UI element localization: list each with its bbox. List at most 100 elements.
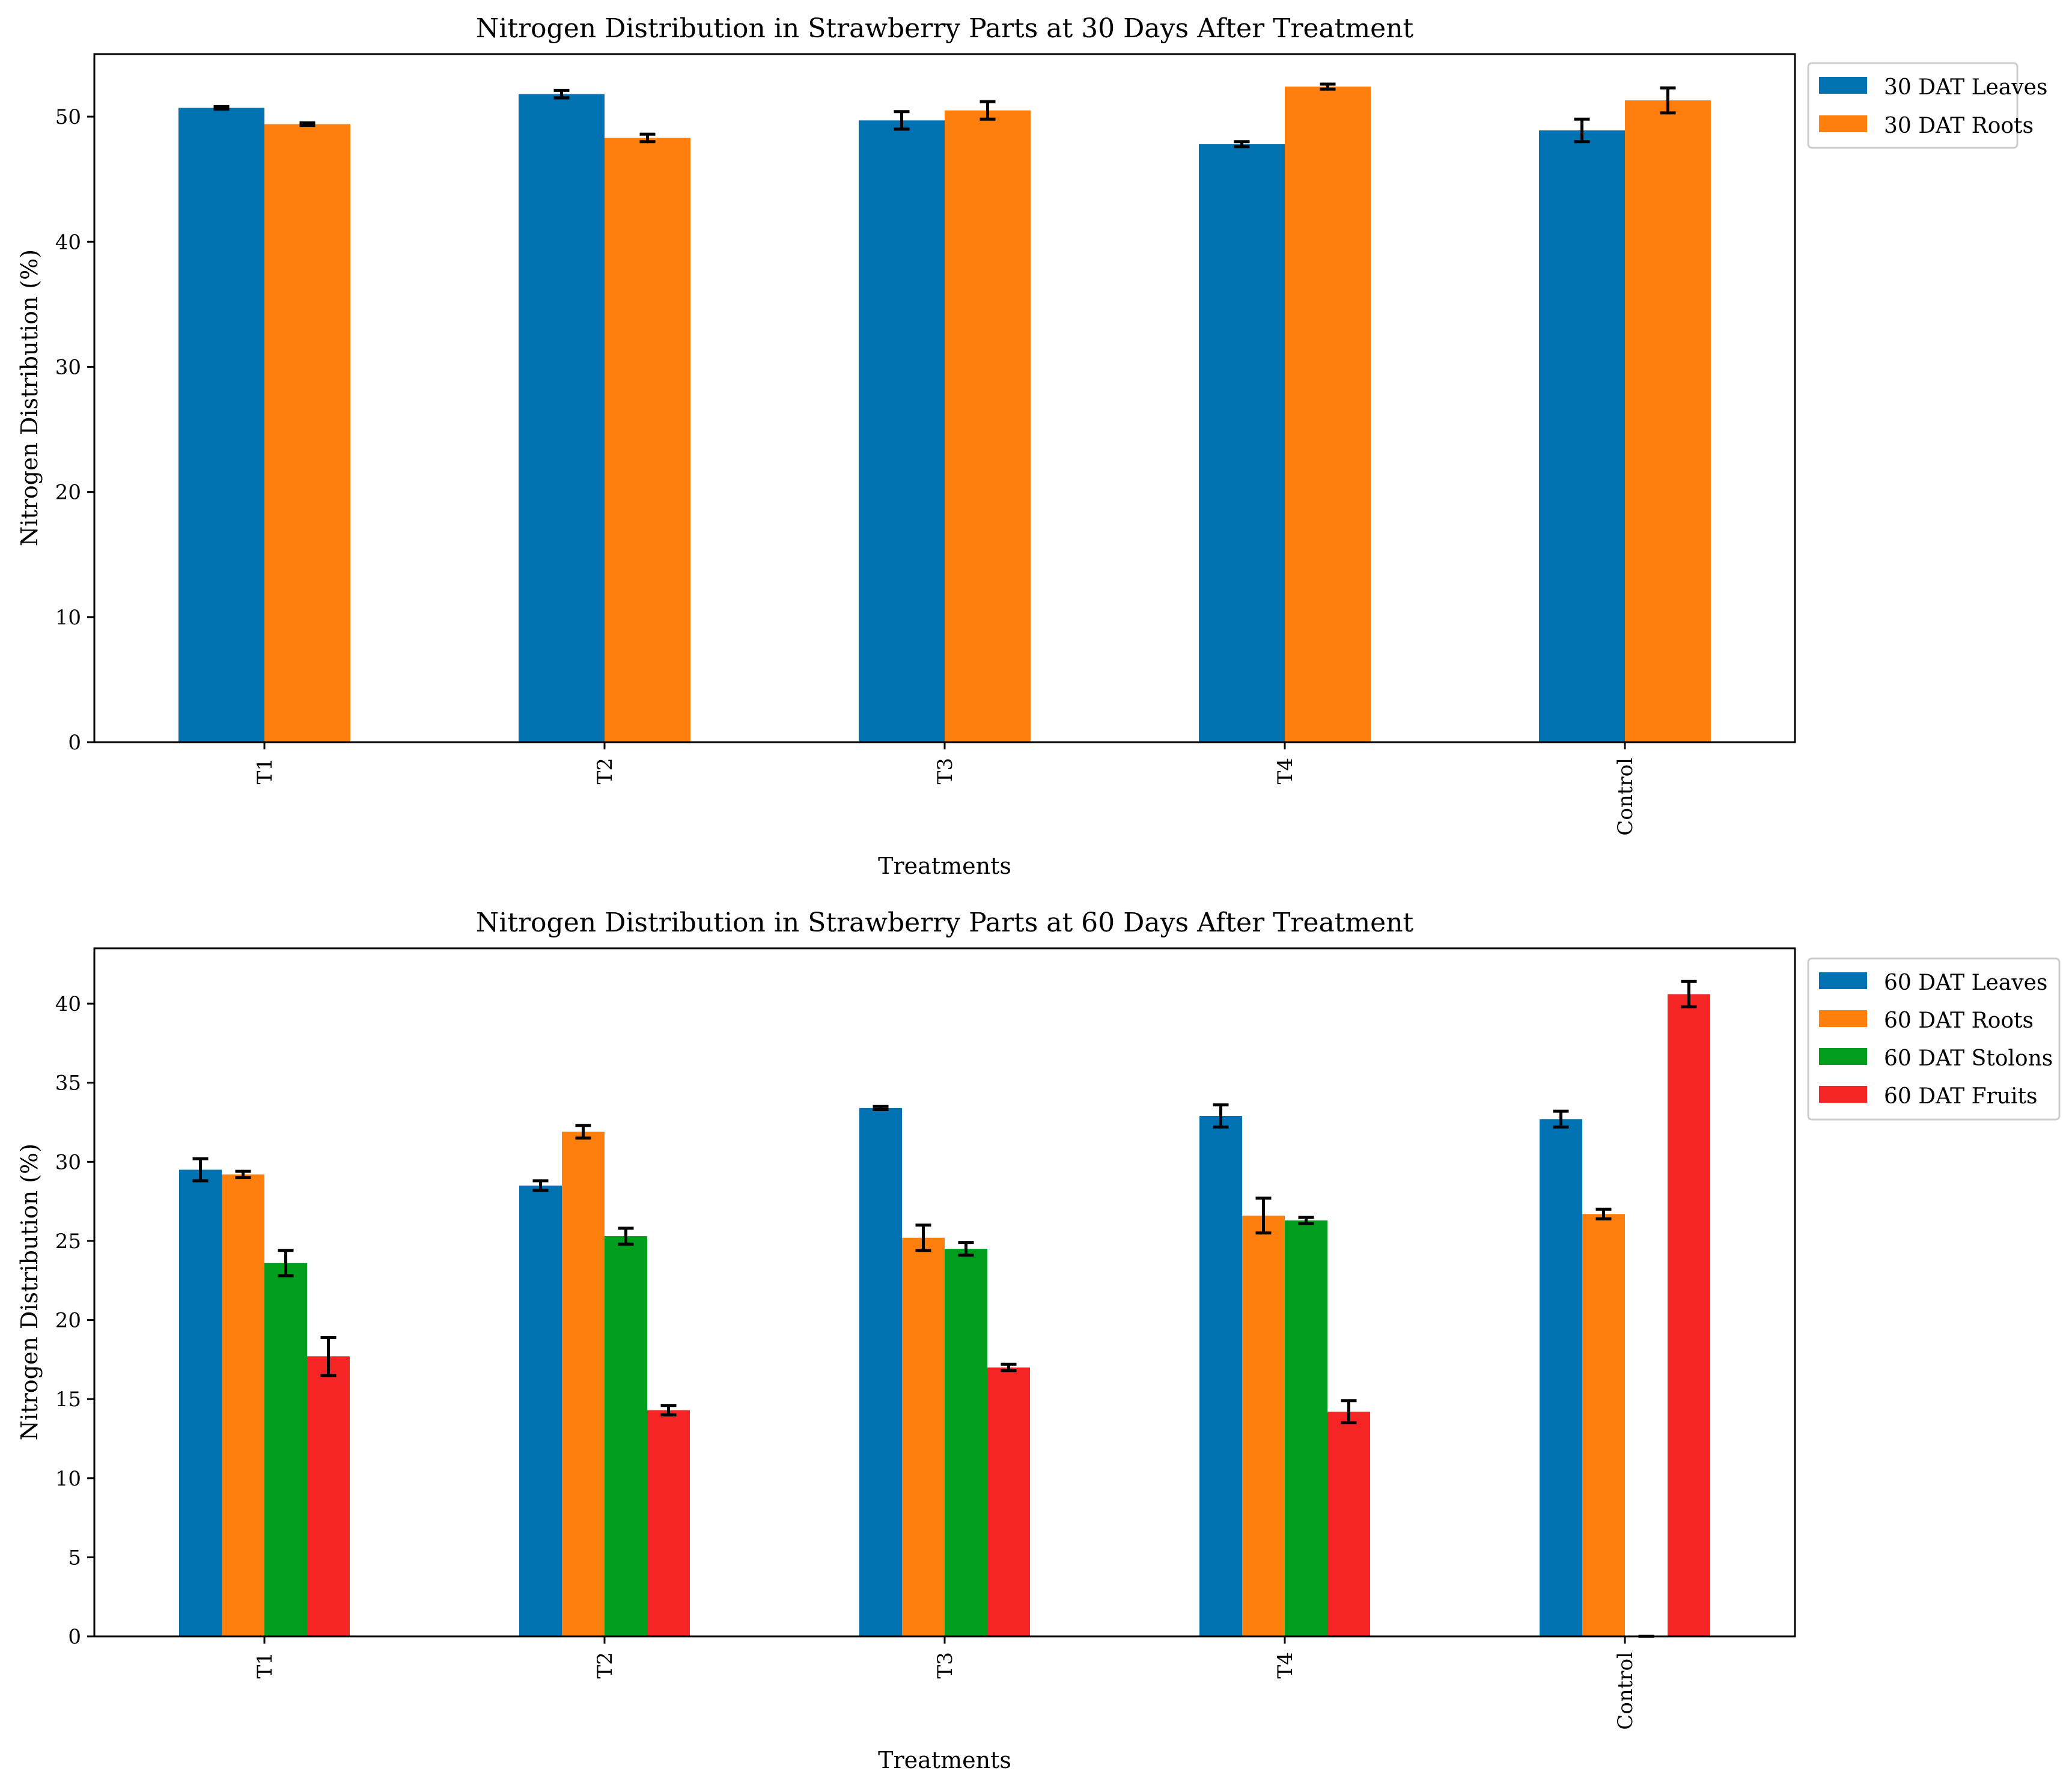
- bar-60-dat-stolons-t4: [1285, 1220, 1327, 1636]
- error-bar: [1234, 140, 1250, 148]
- bar-60-dat-roots-t4: [1242, 1215, 1285, 1636]
- x-tick-label: T4: [1273, 758, 1297, 784]
- legend-swatch-roots: [1819, 1010, 1867, 1027]
- y-tick-label: 20: [55, 481, 81, 505]
- error-bar: [1660, 86, 1676, 115]
- legend-swatch-roots: [1819, 115, 1867, 132]
- legend-swatch-stolons: [1819, 1048, 1867, 1065]
- legend: 30 DAT Leaves 30 DAT Roots: [1807, 62, 2047, 149]
- error-bar-group: [213, 82, 1676, 148]
- y-tick-label: 10: [55, 606, 81, 630]
- error-bar: [1298, 1215, 1314, 1225]
- error-bar-group: [192, 980, 1697, 1638]
- bar-30-dat-leaves-t3: [859, 120, 945, 742]
- error-bar: [660, 1404, 677, 1416]
- y-tick-label: 40: [55, 992, 81, 1016]
- bar-60-dat-stolons-t1: [264, 1263, 307, 1636]
- bar-60-dat-leaves-t3: [859, 1108, 902, 1636]
- error-bar: [299, 121, 315, 127]
- error-bar: [1341, 1399, 1357, 1425]
- x-tick-label: T1: [253, 1652, 277, 1678]
- y-axis-label: Nitrogen Distribution (%): [16, 249, 43, 546]
- bar-60-dat-stolons-t2: [605, 1236, 647, 1636]
- error-bar: [1001, 1362, 1017, 1373]
- bar-30-dat-leaves-t2: [519, 94, 605, 743]
- legend-label-stolons: 60 DAT Stolons: [1884, 1046, 2053, 1071]
- x-tick-label: T2: [593, 758, 617, 784]
- x-tick-label: T1: [253, 758, 277, 784]
- legend-swatch-fruits: [1819, 1086, 1867, 1103]
- error-bar: [235, 1169, 251, 1180]
- y-axis-ticks: 0 10 20 30 40 50: [55, 105, 94, 755]
- y-tick-label: 25: [55, 1230, 81, 1254]
- x-axis-ticks: T1 T2 T3 T4 Control: [253, 1636, 1638, 1730]
- bar-60-dat-fruits-t2: [647, 1410, 690, 1636]
- bar-30-dat-roots-t4: [1285, 87, 1371, 742]
- chart-30dat: Nitrogen Distribution in Strawberry Part…: [16, 13, 2047, 879]
- bar-60-dat-leaves-t4: [1199, 1116, 1242, 1636]
- bar-60-dat-leaves-t2: [519, 1185, 562, 1636]
- y-axis-ticks: 0 5 10 15 20 25 30 35 40: [55, 992, 94, 1649]
- chart-60dat: Nitrogen Distribution in Strawberry Part…: [16, 907, 2061, 1773]
- y-tick-label: 0: [68, 1625, 81, 1649]
- bar-30-dat-roots-t2: [605, 138, 690, 742]
- error-bar: [575, 1124, 591, 1140]
- legend-label-leaves: 30 DAT Leaves: [1884, 75, 2047, 100]
- y-tick-label: 15: [55, 1388, 81, 1412]
- error-bar: [278, 1249, 294, 1278]
- chart-title: Nitrogen Distribution in Strawberry Part…: [476, 907, 1414, 938]
- bar-30-dat-roots-control: [1625, 100, 1711, 743]
- y-tick-label: 30: [55, 1150, 81, 1174]
- error-bar: [1255, 1196, 1272, 1235]
- bar-30-dat-leaves-t4: [1199, 144, 1285, 742]
- y-tick-label: 35: [55, 1071, 81, 1096]
- x-tick-label: T3: [933, 1652, 957, 1678]
- legend-label-leaves: 60 DAT Leaves: [1884, 971, 2047, 995]
- error-bar: [894, 110, 910, 131]
- error-bar: [1574, 117, 1590, 144]
- bar-60-dat-fruits-t4: [1327, 1412, 1370, 1636]
- error-bar: [639, 132, 656, 144]
- error-bar: [958, 1241, 974, 1257]
- legend-label-fruits: 60 DAT Fruits: [1884, 1084, 2037, 1109]
- y-tick-label: 10: [55, 1467, 81, 1491]
- legend-swatch-leaves: [1819, 77, 1867, 94]
- bar-60-dat-leaves-control: [1540, 1119, 1582, 1636]
- y-tick-label: 20: [55, 1309, 81, 1333]
- legend-label-roots: 30 DAT Roots: [1884, 114, 2034, 138]
- legend-swatch-leaves: [1819, 972, 1867, 989]
- error-bar: [213, 105, 230, 111]
- x-axis-label: Treatments: [878, 1747, 1011, 1773]
- y-tick-label: 0: [68, 731, 81, 755]
- y-tick-label: 40: [55, 230, 81, 254]
- legend-frame: [1807, 957, 2061, 1121]
- bar-60-dat-fruits-control: [1668, 994, 1710, 1636]
- bar-60-dat-stolons-t3: [945, 1249, 987, 1636]
- bar-30-dat-roots-t1: [264, 124, 350, 743]
- bar-60-dat-roots-t3: [902, 1237, 945, 1636]
- error-bar: [980, 100, 996, 121]
- bar-60-dat-fruits-t1: [307, 1356, 350, 1636]
- error-bar: [532, 1179, 549, 1192]
- bar-60-dat-roots-control: [1582, 1214, 1625, 1636]
- bar-60-dat-roots-t1: [222, 1174, 264, 1636]
- x-tick-label: T3: [933, 758, 957, 784]
- error-bar: [1320, 82, 1336, 91]
- x-axis-label: Treatments: [878, 853, 1011, 879]
- error-bar: [873, 1105, 889, 1111]
- error-bar: [320, 1336, 337, 1377]
- error-bar: [618, 1227, 634, 1246]
- y-tick-label: 30: [55, 355, 81, 379]
- legend: 60 DAT Leaves 60 DAT Roots 60 DAT Stolon…: [1807, 957, 2061, 1121]
- error-bar: [1595, 1207, 1612, 1221]
- legend-label-roots: 60 DAT Roots: [1884, 1008, 2034, 1033]
- chart-title: Nitrogen Distribution in Strawberry Part…: [476, 13, 1414, 44]
- bar-group: [178, 87, 1711, 743]
- error-bar: [1553, 1109, 1569, 1129]
- error-bar: [1213, 1103, 1229, 1129]
- bar-30-dat-leaves-t1: [178, 108, 264, 742]
- x-axis-ticks: T1 T2 T3 T4 Control: [253, 742, 1638, 836]
- y-axis-label: Nitrogen Distribution (%): [16, 1144, 43, 1440]
- bar-group: [179, 994, 1710, 1636]
